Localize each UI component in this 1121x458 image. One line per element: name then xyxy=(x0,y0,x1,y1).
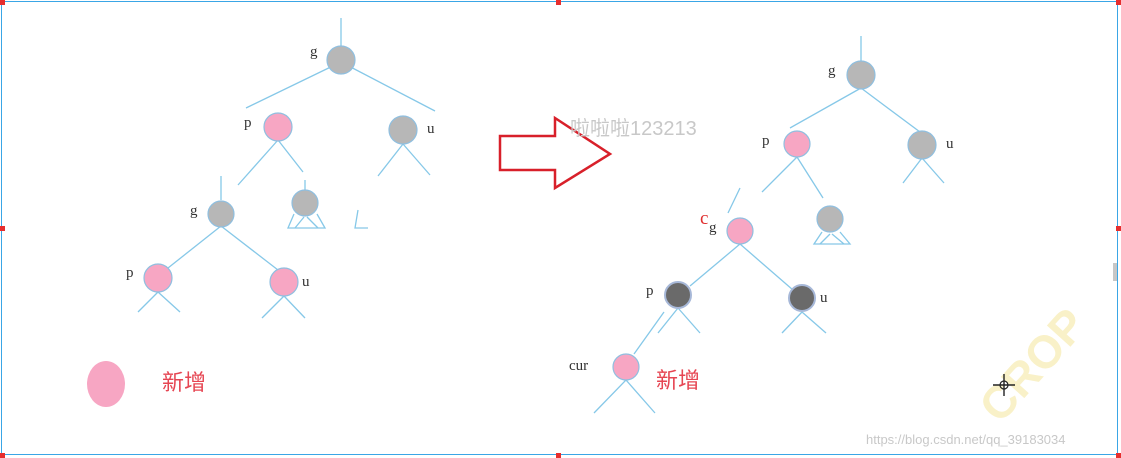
edge xyxy=(340,61,436,112)
edge xyxy=(902,157,923,184)
edge xyxy=(677,307,701,334)
node-label-u: u xyxy=(820,290,828,306)
edge xyxy=(220,225,279,271)
resize-handle-bottom-left[interactable] xyxy=(0,453,5,458)
tree-node-g xyxy=(326,45,356,75)
node-label-u: u xyxy=(302,274,310,290)
edge xyxy=(739,243,794,291)
tree-node-subtree xyxy=(816,205,844,233)
resize-handle-bottom[interactable] xyxy=(556,453,561,458)
edge xyxy=(137,291,159,313)
legend-label: 新增 xyxy=(162,371,206,396)
edge xyxy=(761,156,798,193)
node-label-cur: cur xyxy=(569,358,588,374)
edge xyxy=(283,295,306,319)
edge xyxy=(921,157,945,184)
tree-node-cur xyxy=(612,353,640,381)
resize-handle-top-right[interactable] xyxy=(1116,0,1121,5)
tree-node-p xyxy=(664,281,692,309)
overlay-watermark: 啦啦啦123213 xyxy=(570,117,697,140)
tree-node-subtree xyxy=(291,189,319,217)
edge xyxy=(402,143,431,176)
edge xyxy=(796,156,824,199)
edge xyxy=(727,187,741,214)
scrollbar-thumb[interactable] xyxy=(1113,263,1117,281)
tree-node-g xyxy=(207,200,235,228)
edge xyxy=(812,231,852,245)
node-label-p: p xyxy=(244,115,252,131)
tree-node-u xyxy=(788,284,816,312)
tree-node-u xyxy=(388,115,418,145)
edge xyxy=(657,307,679,334)
edge xyxy=(625,379,656,414)
edge xyxy=(287,213,327,229)
tree-node-g xyxy=(726,217,754,245)
edge xyxy=(781,311,803,334)
edge xyxy=(277,139,304,173)
node-label-p: p xyxy=(126,265,134,281)
edge xyxy=(801,311,827,334)
crosshair-icon xyxy=(993,374,1015,396)
resize-handle-left[interactable] xyxy=(0,226,5,231)
tree-node-g xyxy=(846,60,876,90)
node-label-u: u xyxy=(946,136,954,152)
node-label-g: g xyxy=(310,44,318,60)
node-label-c: c xyxy=(700,208,708,229)
edge xyxy=(819,233,831,245)
node-label-g: g xyxy=(828,63,836,79)
resize-handle-right[interactable] xyxy=(1116,226,1121,231)
node-label-g: g xyxy=(709,220,717,236)
tree-node-p xyxy=(783,130,811,158)
legend-swatch xyxy=(87,361,125,407)
edge xyxy=(294,216,305,229)
edge xyxy=(245,61,342,109)
edge xyxy=(354,209,368,229)
node-label-g: g xyxy=(190,203,198,219)
edge xyxy=(306,216,319,229)
node-label-p: p xyxy=(646,283,654,299)
edge xyxy=(789,87,862,129)
node-label-p: p xyxy=(762,133,770,149)
right-tree: g p u c g p u cur 新增 xyxy=(569,36,954,414)
edge xyxy=(167,225,222,269)
resize-handle-top-left[interactable] xyxy=(0,0,5,5)
edge xyxy=(157,291,181,313)
legend-label: 新增 xyxy=(656,369,700,394)
edge xyxy=(261,295,285,319)
resize-handle-bottom-right[interactable] xyxy=(1116,453,1121,458)
source-credit: https://blog.csdn.net/qq_39183034 xyxy=(866,432,1066,447)
tree-node-p xyxy=(143,263,173,293)
node-label-u: u xyxy=(427,121,435,137)
edge xyxy=(633,311,665,355)
resize-handle-top[interactable] xyxy=(556,0,561,5)
edge xyxy=(689,243,741,287)
edge xyxy=(860,87,921,133)
edge xyxy=(377,143,404,177)
corner-watermark: CROP xyxy=(969,298,1097,432)
tree-node-u xyxy=(907,130,937,160)
edge xyxy=(593,379,627,414)
edge xyxy=(831,233,845,245)
tree-node-u xyxy=(269,267,299,297)
left-tree: g p u g p u 新增 xyxy=(87,18,436,407)
right-arrow-icon xyxy=(498,115,613,191)
edge xyxy=(237,139,279,186)
tree-node-p xyxy=(263,112,293,142)
